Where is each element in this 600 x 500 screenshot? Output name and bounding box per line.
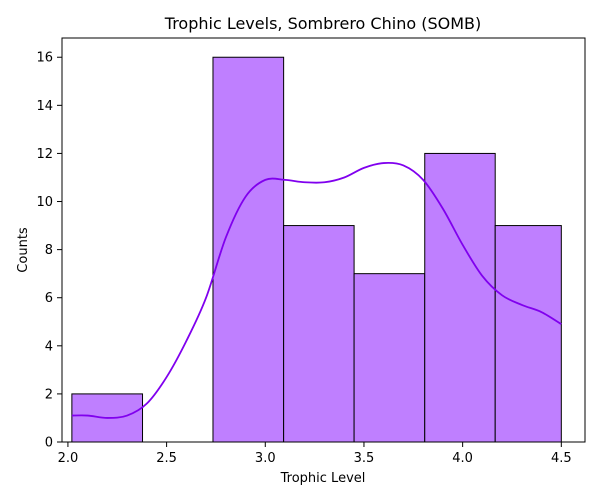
y-tick-label: 14 xyxy=(36,99,53,114)
histogram-bar-6 xyxy=(424,152,496,443)
y-tick-label: 16 xyxy=(36,51,53,66)
x-tick-label: 3.0 xyxy=(255,451,276,466)
x-tick-label: 4.5 xyxy=(551,451,572,466)
y-tick-label: 6 xyxy=(45,291,53,306)
x-axis-ticks: 2.0 2.5 3.0 3.5 4.0 4.5 xyxy=(58,442,572,466)
y-axis-title: Counts xyxy=(16,227,31,273)
chart-title: Trophic Levels, Sombrero Chino (SOMB) xyxy=(164,14,481,33)
y-tick-label: 0 xyxy=(45,436,53,451)
histogram-bar-7 xyxy=(494,225,562,443)
histogram-bar-4 xyxy=(283,225,355,443)
y-tick-label: 8 xyxy=(45,243,53,258)
kde-line xyxy=(71,161,562,419)
x-tick-label: 4.0 xyxy=(452,451,473,466)
x-tick-label: 2.5 xyxy=(156,451,177,466)
y-tick-label: 10 xyxy=(36,195,53,210)
histogram-bar-3 xyxy=(212,56,285,443)
y-tick-label: 12 xyxy=(36,147,53,162)
y-tick-label: 2 xyxy=(45,387,53,402)
x-axis-title: Trophic Level xyxy=(280,471,366,486)
x-tick-label: 3.5 xyxy=(354,451,375,466)
plot-frame xyxy=(61,37,586,443)
bars-layer xyxy=(71,56,562,443)
y-axis-ticks: 0 2 4 6 8 10 12 14 16 xyxy=(36,51,62,451)
x-tick-label: 2.0 xyxy=(58,451,79,466)
y-tick-label: 4 xyxy=(45,339,53,354)
histogram-bar-5 xyxy=(353,273,426,443)
